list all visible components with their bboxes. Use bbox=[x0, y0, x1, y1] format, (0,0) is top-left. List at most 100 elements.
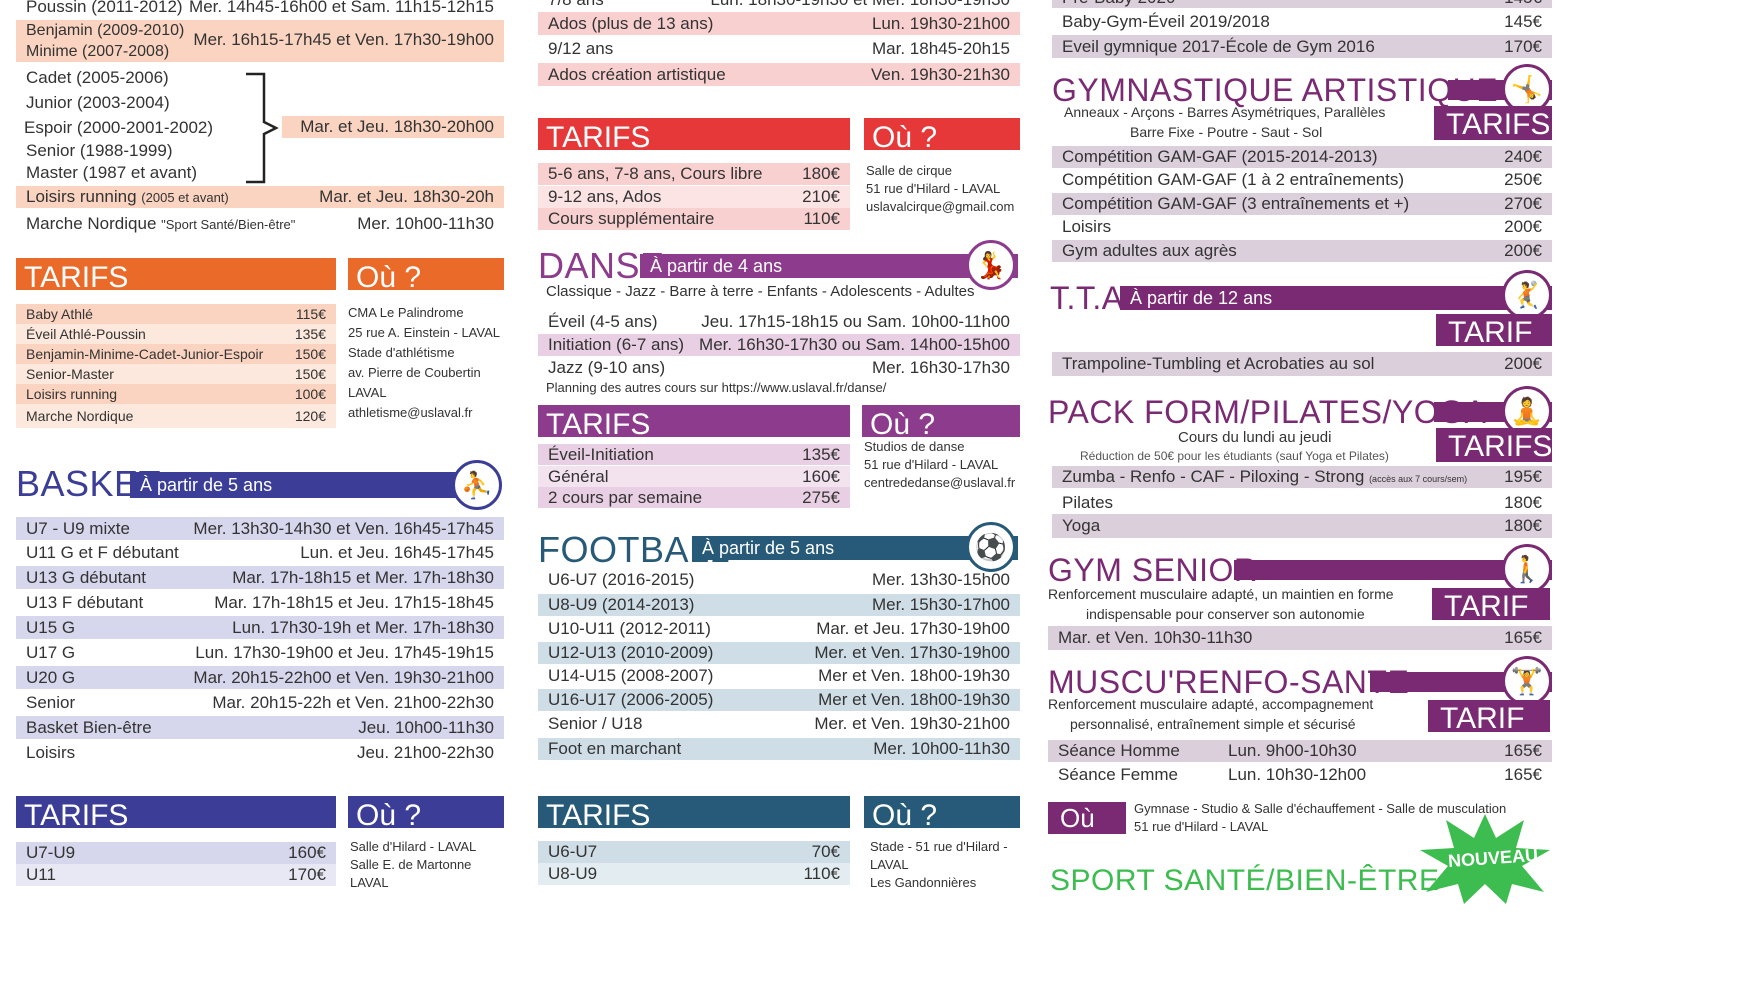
table-row: Éveil Athlé-Poussin 135€ bbox=[16, 324, 336, 344]
table-row: Minime (2007-2008) bbox=[26, 42, 170, 60]
football-player-icon: ⚽ bbox=[966, 522, 1016, 572]
gymnast-icon: 🤸 bbox=[1502, 64, 1552, 114]
table-row: U20 G Mar. 20h15-22h00 et Ven. 19h30-21h0… bbox=[16, 666, 504, 689]
table-row: Foot en marchant Mer. 10h00-11h30 bbox=[538, 738, 1020, 760]
table-row: U6-U7 (2016-2015) Mer. 13h30-15h00 bbox=[548, 570, 1010, 589]
table-row: Senior Mar. 20h15-22h et Ven. 21h00-22h30 bbox=[26, 692, 494, 712]
table-row: Zumba - Renfo - CAF - Piloxing - Strong … bbox=[1052, 466, 1552, 488]
table-row: 9-12 ans, Ados 210€ bbox=[538, 186, 850, 208]
table-row: Senior-Master 150€ bbox=[16, 364, 336, 384]
table-row: U13 F débutant Mar. 17h-18h15 et Jeu. 17h… bbox=[26, 592, 494, 612]
senior-desc-2: indispensable pour conserver son autonom… bbox=[1086, 606, 1365, 622]
table-row: Loisirs 200€ bbox=[1062, 217, 1542, 236]
table-row: Ados (plus de 13 ans) Lun. 19h30-21h00 bbox=[538, 12, 1020, 35]
tta-tarif-label: TARIF bbox=[1436, 314, 1552, 349]
table-row: Espoir (2000-2001-2002) bbox=[24, 118, 214, 137]
table-row: Loisirs Jeu. 21h00-22h30 bbox=[26, 742, 494, 762]
danse-ou-info: Studios de danse 51 rue d'Hilard - LAVAL… bbox=[864, 439, 1016, 490]
table-row: U7-U9 160€ bbox=[16, 842, 336, 864]
athle-ou-header: Où ? bbox=[348, 258, 504, 293]
cirque-ou-info: Salle de cirque 51 rue d'Hilard - LAVAL … bbox=[866, 163, 1015, 214]
table-row: Junior (2003-2004) bbox=[26, 93, 170, 112]
tta-title: T.T.A bbox=[1050, 280, 1124, 316]
table-row: Senior (1988-1999) bbox=[26, 141, 173, 160]
muscu-desc-2: personnalisé, entraînement simple et séc… bbox=[1070, 716, 1356, 732]
danse-planning-note: Planning des autres cours sur https://ww… bbox=[546, 380, 887, 395]
gym-tarifs-label: TARIFS bbox=[1434, 106, 1552, 141]
table-row: U6-U7 70€ bbox=[538, 841, 850, 863]
athle-benjamin-bg bbox=[16, 20, 504, 62]
table-row: Poussin (2011-2012) Mer. 14h45-16h00 et … bbox=[26, 0, 494, 16]
senior-title: GYM SENIOR bbox=[1048, 552, 1258, 588]
basket-age-bar: À partir de 5 ans bbox=[130, 472, 490, 498]
danse-ou-header: Où ? bbox=[862, 405, 1020, 440]
nouveau-starburst-icon bbox=[1420, 814, 1550, 904]
senior-desc-1: Renforcement musculaire adapté, un maint… bbox=[1048, 586, 1394, 602]
table-row: Benjamin (2009-2010) bbox=[26, 21, 185, 39]
table-row: Master (1987 et avant) bbox=[26, 163, 198, 182]
athle-ou-info: CMA Le Palindrome 25 rue A. Einstein - L… bbox=[348, 305, 500, 420]
table-row: Trampoline-Tumbling et Acrobaties au sol… bbox=[1052, 352, 1552, 376]
football-age-bar: À partir de 5 ans bbox=[692, 536, 1018, 560]
table-row: U8-U9 (2014-2013) Mer. 15h30-17h00 bbox=[538, 594, 1020, 616]
table-row: Mar. et Jeu. 18h30-20h00 bbox=[282, 116, 504, 138]
table-row: U17 G Lun. 17h30-19h00 et Jeu. 17h45-19h1… bbox=[26, 642, 494, 662]
danse-tarifs-header: TARIFS bbox=[538, 405, 850, 440]
basket-tarifs-header: TARIFS bbox=[16, 796, 336, 831]
table-row: Loisirs running (2005 et avant) Mar. et … bbox=[16, 186, 504, 208]
table-row: 7/8 ansLun. 18h30-19h30 et Mer. 18h30-19… bbox=[538, 0, 1020, 10]
muscu-tarif-label: TARIF bbox=[1428, 700, 1550, 735]
table-row: Pré-Baby 2020145€ bbox=[1052, 0, 1552, 8]
gym-desc-2: Barre Fixe - Poutre - Saut - Sol bbox=[1130, 124, 1323, 140]
danse-age-bar: À partir de 4 ans bbox=[640, 254, 1018, 278]
trampoline-icon: 🤾 bbox=[1502, 270, 1552, 320]
table-row: 9/12 ans Mar. 18h45-20h15 bbox=[548, 38, 1010, 58]
table-row: Jazz (9-10 ans) Mer. 16h30-17h30 bbox=[548, 358, 1010, 377]
table-row: Ados création artistique Ven. 19h30-21h30 bbox=[538, 63, 1020, 86]
fitness-couple-icon: 🧘 bbox=[1502, 386, 1552, 436]
table-row: U7 - U9 mixte Mer. 13h30-14h30 et Ven. 16… bbox=[16, 517, 504, 540]
basketball-player-icon: ⛹ bbox=[452, 460, 502, 510]
table-row: Basket Bien-être Jeu. 10h00-11h30 bbox=[16, 716, 504, 739]
senior-tarif-label: TARIF bbox=[1432, 588, 1550, 623]
table-row: 2 cours par semaine 275€ bbox=[538, 487, 850, 508]
table-row: Éveil-Initiation 135€ bbox=[538, 444, 850, 465]
brace-icon bbox=[246, 72, 279, 184]
table-row: Yoga 180€ bbox=[1052, 514, 1552, 538]
table-row: 5-6 ans, 7-8 ans, Cours libre 180€ bbox=[538, 163, 850, 185]
basket-ou-info: Salle d'Hilard - LAVAL Salle E. de Marto… bbox=[350, 839, 477, 890]
football-tarifs-header: TARIFS bbox=[538, 796, 850, 831]
table-row: U11 G et F débutant Lun. et Jeu. 16h45-17… bbox=[26, 542, 494, 562]
table-row: Loisirs running 100€ bbox=[16, 384, 336, 404]
table-row: Général 160€ bbox=[538, 466, 850, 487]
table-row: U16-U17 (2006-2005) Mer et Ven. 18h00-19h… bbox=[538, 689, 1020, 711]
table-row: Senior / U18 Mer. et Ven. 19h30-21h00 bbox=[548, 714, 1010, 733]
table-row: Marche Nordique 120€ bbox=[16, 404, 336, 428]
table-row: Eveil gymnique 2017-École de Gym 2016 170… bbox=[1052, 35, 1552, 58]
pack-note: Réduction de 50€ pour les étudiants (sau… bbox=[1080, 449, 1389, 463]
table-row: Initiation (6-7 ans) Mer. 16h30-17h30 ou … bbox=[538, 334, 1020, 356]
table-row: Baby Athlé 115€ bbox=[16, 304, 336, 324]
table-row: Séance Femme Lun. 10h30-12h00 165€ bbox=[1058, 765, 1542, 784]
table-row: U15 G Lun. 17h30-19h et Mer. 17h-18h30 bbox=[16, 616, 504, 639]
senior-walker-icon: 🚶 bbox=[1502, 544, 1552, 594]
table-row: Cadet (2005-2006) bbox=[26, 68, 169, 87]
muscu-ou-label: Où ? bbox=[1048, 802, 1126, 861]
table-row: Séance Homme Lun. 9h00-10h30 165€ bbox=[1048, 740, 1552, 762]
table-row: Benjamin-Minime-Cadet-Junior-Espoir 150€ bbox=[16, 344, 336, 364]
muscu-desc-1: Renforcement musculaire adapté, accompag… bbox=[1048, 696, 1374, 712]
table-row: U8-U9 110€ bbox=[538, 863, 850, 885]
table-row: Pilates 180€ bbox=[1062, 493, 1542, 512]
table-row: U10-U11 (2012-2011) Mar. et Jeu. 17h30-19… bbox=[548, 619, 1010, 638]
sport-sante-title: SPORT SANTÉ/BIEN-ÊTRE bbox=[1050, 864, 1440, 897]
table-row: Gym adultes aux agrès 200€ bbox=[1052, 240, 1552, 262]
senior-title-bar bbox=[1234, 560, 1552, 580]
football-ou-info: Stade - 51 rue d'Hilard - LAVAL Les Gand… bbox=[870, 839, 1008, 890]
table-row: Éveil (4-5 ans) Jeu. 17h15-18h15 ou Sam. … bbox=[548, 312, 1010, 331]
table-row: Compétition GAM-GAF (1 à 2 entraînements… bbox=[1062, 170, 1542, 189]
weightlifter-icon: 🏋 bbox=[1502, 656, 1552, 706]
table-row: U13 G débutant Mar. 17h-18h15 et Mer. 17h… bbox=[16, 566, 504, 589]
pack-tarifs-label: TARIFS bbox=[1436, 428, 1552, 463]
football-ou-header: Où ? bbox=[864, 796, 1020, 831]
table-row: Marche Nordique "Sport Santé/Bien-être" … bbox=[26, 214, 494, 233]
